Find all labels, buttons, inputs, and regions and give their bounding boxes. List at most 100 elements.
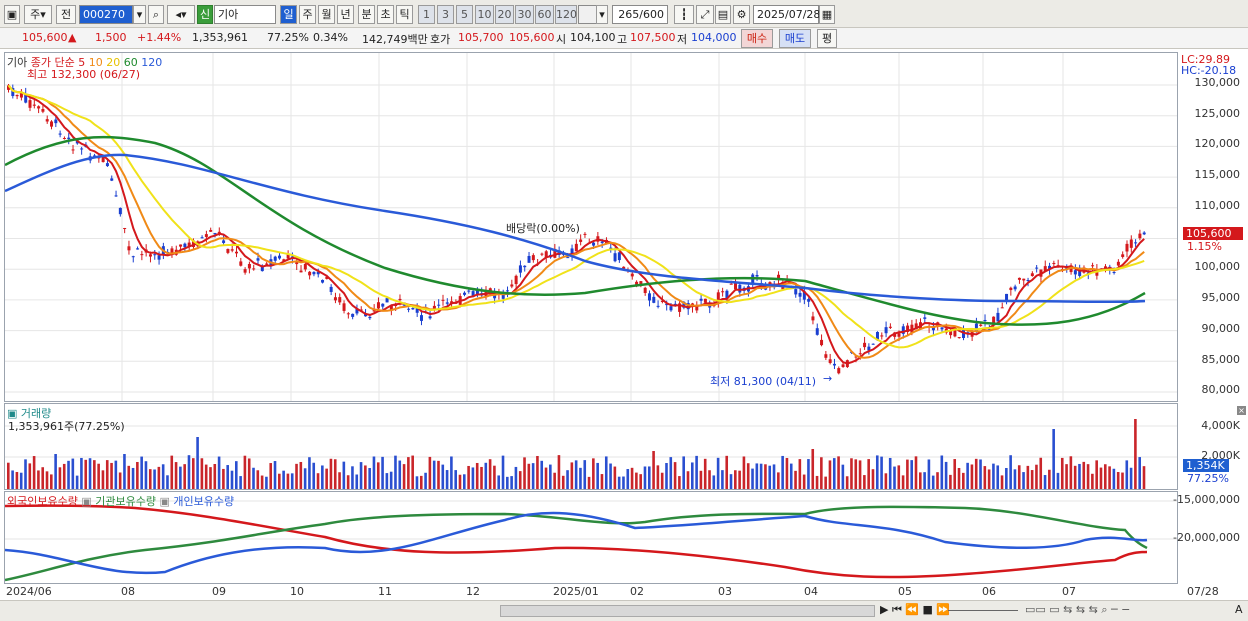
sell-button[interactable]: 매도 bbox=[779, 29, 811, 48]
foreign-holdings-line bbox=[4, 504, 1148, 579]
volume-bar bbox=[62, 463, 66, 489]
volume-bar bbox=[617, 476, 621, 489]
stock-code-input[interactable]: 000270 bbox=[79, 5, 133, 24]
price-chart-panel[interactable]: 기아 종가 단순 5 10 20 60 120 최고 132,300 (06/2… bbox=[4, 52, 1178, 402]
candle-body bbox=[854, 356, 858, 358]
price-chart-canvas[interactable] bbox=[4, 53, 1177, 401]
volume-bar bbox=[101, 470, 105, 489]
volume-bar bbox=[691, 462, 694, 489]
save-icon[interactable]: ▤ bbox=[715, 5, 731, 24]
panel-close-icon[interactable]: × bbox=[1237, 406, 1246, 415]
date-field[interactable]: 2025/07/28 bbox=[753, 5, 820, 24]
volume-bar bbox=[1116, 472, 1120, 489]
candle-body bbox=[419, 315, 423, 321]
candle-body bbox=[910, 324, 914, 334]
volume-bar bbox=[665, 463, 668, 489]
volume-bar bbox=[437, 460, 440, 489]
text-tool-icon[interactable]: A bbox=[1235, 603, 1243, 616]
volume-bar bbox=[484, 462, 488, 489]
volume-bar bbox=[432, 460, 436, 489]
play-controls[interactable]: ▶ ⏮ ⏪ ■ ⏩ bbox=[880, 603, 951, 616]
tab-day[interactable]: 일 bbox=[280, 5, 297, 24]
candle-body bbox=[170, 248, 174, 256]
volume-bar bbox=[725, 455, 729, 489]
interval-1[interactable]: 1 bbox=[418, 5, 435, 24]
tab-tick[interactable]: 틱 bbox=[396, 5, 413, 24]
interval-120[interactable]: 120 bbox=[555, 5, 577, 24]
search-icon[interactable]: ⌕ bbox=[148, 5, 164, 24]
buy-button[interactable]: 매수 bbox=[741, 29, 773, 48]
prev-button[interactable]: 전 bbox=[56, 5, 76, 24]
volume-bar bbox=[1017, 465, 1021, 489]
candle-body bbox=[213, 233, 217, 235]
tab-minute[interactable]: 분 bbox=[358, 5, 375, 24]
tab-second[interactable]: 초 bbox=[377, 5, 394, 24]
candle-body bbox=[19, 92, 23, 98]
interval-30[interactable]: 30 bbox=[515, 5, 534, 24]
volume-panel[interactable]: ▣ 거래량 1,353,961주(77.25%) bbox=[4, 403, 1178, 490]
scrollbar-track[interactable] bbox=[500, 605, 875, 617]
candle-body bbox=[953, 329, 957, 337]
candle-body bbox=[93, 155, 97, 157]
volume-bar bbox=[450, 456, 453, 489]
volume-bar bbox=[643, 466, 647, 489]
volume-bar bbox=[407, 457, 410, 489]
volume-bar bbox=[604, 456, 608, 489]
volume-bar bbox=[97, 463, 100, 489]
volume-bar bbox=[123, 454, 126, 489]
gear-icon[interactable]: ⚙ bbox=[733, 5, 750, 24]
holdings-chart-canvas[interactable] bbox=[4, 492, 1177, 583]
tool-icons[interactable]: ▭▭ ▭ ⇆ ⇆ ⇆ ⌕ ─ − bbox=[1025, 603, 1131, 616]
volume-bar bbox=[308, 457, 311, 489]
candle-body bbox=[273, 256, 277, 261]
volume-chart-canvas[interactable] bbox=[5, 404, 1177, 489]
interval-60[interactable]: 60 bbox=[535, 5, 554, 24]
interval-5[interactable]: 5 bbox=[456, 5, 473, 24]
period-select[interactable]: 주▾ bbox=[24, 5, 52, 24]
candle-body bbox=[695, 306, 699, 311]
window-menu-icon[interactable]: ▣ bbox=[4, 5, 20, 24]
volume-bar bbox=[1048, 469, 1051, 489]
zoom-slider[interactable] bbox=[948, 610, 1018, 611]
candle-body bbox=[471, 291, 475, 297]
tab-week[interactable]: 주 bbox=[299, 5, 316, 24]
y-tick: 85,000 bbox=[1201, 353, 1241, 366]
interval-10[interactable]: 10 bbox=[475, 5, 494, 24]
volume-bar bbox=[269, 463, 273, 489]
candle-body bbox=[385, 298, 389, 303]
volume-bar bbox=[914, 456, 918, 489]
y-tick: 100,000 bbox=[1194, 260, 1241, 273]
code-dropdown-icon[interactable]: ▾ bbox=[133, 5, 146, 24]
volume-bar bbox=[131, 467, 135, 489]
calendar-icon[interactable]: ▦ bbox=[819, 5, 835, 24]
tab-year[interactable]: 년 bbox=[337, 5, 354, 24]
stock-name-field[interactable]: 기아 bbox=[214, 5, 276, 24]
x-tick: 2024/06 bbox=[6, 585, 52, 598]
volume-bar bbox=[807, 459, 810, 489]
candle-body bbox=[802, 291, 806, 300]
volume-bar bbox=[1125, 460, 1129, 489]
interval-20[interactable]: 20 bbox=[495, 5, 514, 24]
volume-bar bbox=[7, 462, 10, 489]
tab-month[interactable]: 월 bbox=[318, 5, 335, 24]
volume-bar bbox=[936, 472, 939, 489]
data-count-field[interactable]: 265/600 bbox=[612, 5, 668, 24]
eval-button[interactable]: 평 bbox=[817, 29, 837, 48]
volume-bar bbox=[987, 469, 991, 489]
sound-select[interactable]: ◂▾ bbox=[167, 5, 195, 24]
volume-bar bbox=[179, 466, 182, 489]
draw-tool-icon[interactable]: ⤢ bbox=[696, 5, 714, 24]
interval-dropdown-icon[interactable]: ▾ bbox=[596, 5, 608, 24]
volume-bar bbox=[703, 458, 707, 489]
candle-body bbox=[703, 298, 707, 303]
interval-3[interactable]: 3 bbox=[437, 5, 454, 24]
volume-bar bbox=[587, 476, 591, 489]
bid-price: 105,600 bbox=[509, 31, 555, 44]
candle-type-icon[interactable]: ┇ bbox=[674, 5, 694, 24]
legend-stock-name: 기아 bbox=[7, 56, 28, 69]
volume-ratio: 77.25% bbox=[267, 31, 309, 44]
volume-bar bbox=[84, 459, 88, 489]
holdings-panel[interactable]: 외국인보유수량 ▣ 기관보유수량 ▣ 개인보유수량 bbox=[4, 491, 1178, 584]
volume-bar bbox=[50, 474, 53, 489]
candle-body bbox=[140, 254, 144, 256]
